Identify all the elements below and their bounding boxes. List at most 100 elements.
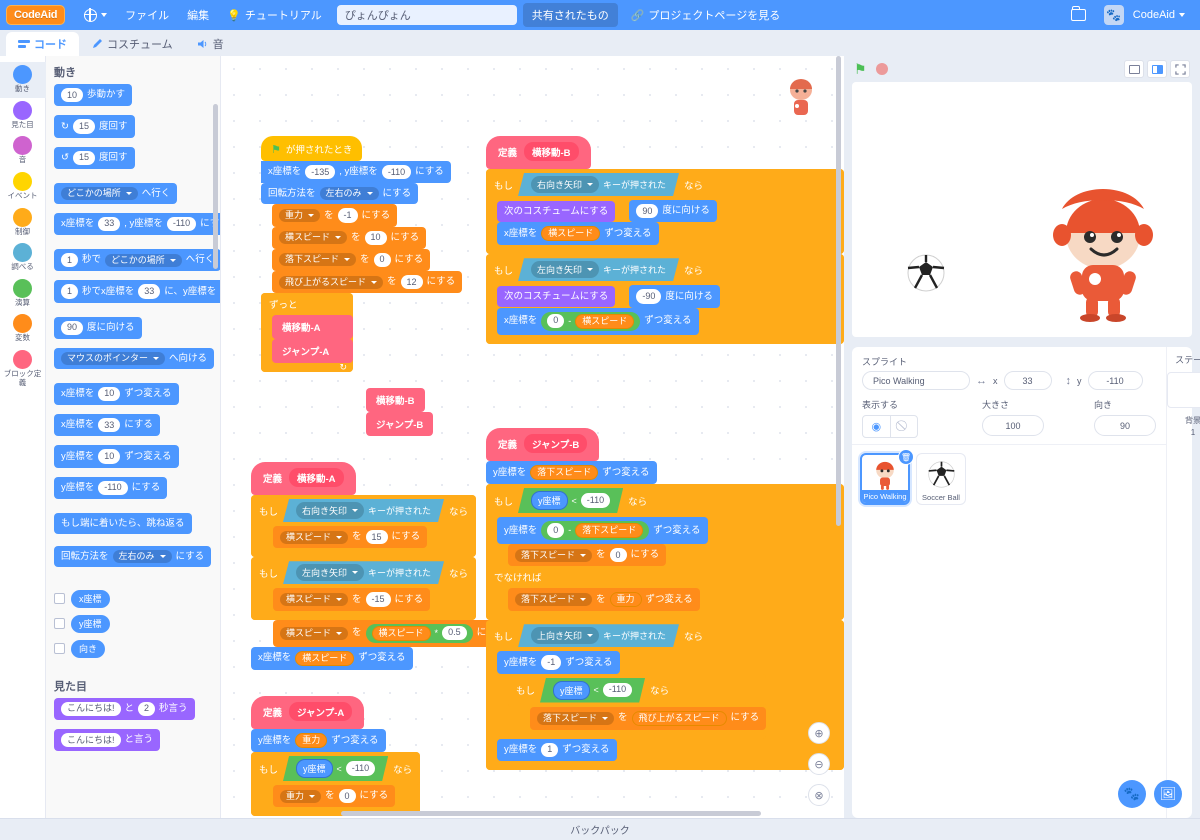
define-hat-yokoidou-a[interactable]: 定義 横移動-A (251, 462, 356, 495)
hspeed-reporter[interactable]: 横スピード (371, 625, 431, 641)
canvas-horizontal-scrollbar[interactable] (341, 811, 761, 816)
change-x-by-hspeed-block[interactable]: x座標を 横スピード ずつ変える (497, 222, 659, 246)
set-gravity-zero-block[interactable]: 重力 を 0 にする (273, 785, 396, 808)
script-green-flag[interactable]: ⚑ が押されたとき x座標を -135 , y座標を -110 にする 回転方法… (261, 136, 463, 373)
checkbox-x[interactable] (54, 593, 65, 605)
gravity-reporter[interactable]: 重力 (295, 733, 328, 748)
hspeed-value[interactable]: 15 (365, 530, 388, 545)
gravity-reporter[interactable]: 重力 (609, 592, 642, 608)
if-y-below-inner-block[interactable]: もし y座標 < -110 なら 落下スピード (508, 673, 767, 739)
reporter-x-label[interactable]: x座標 (71, 589, 110, 608)
block-palette[interactable]: 動き 10 歩動かす ↻ 15 度回す ↺ 15 度回す (46, 56, 221, 818)
next-costume-block[interactable]: 次のコスチュームにする (497, 286, 616, 307)
hspeed-value[interactable]: -15 (365, 592, 391, 607)
script-canvas[interactable]: ⚑ が押されたとき x座標を -135 , y座標を -110 にする 回転方法… (221, 56, 844, 818)
palette-block-change-y[interactable]: y座標を 10 ずつ変える (54, 445, 212, 468)
glide-secs-value[interactable]: 1 (61, 253, 79, 268)
checkbox-direction[interactable] (54, 643, 65, 655)
fallspeed-reporter[interactable]: 落下スピード (530, 465, 599, 480)
jumpspeed-value[interactable]: 12 (400, 275, 423, 290)
goto-target-dropdown[interactable]: どこかの場所 (61, 186, 138, 200)
setxy-x-value[interactable]: 33 (98, 216, 121, 231)
palette-block-goto[interactable]: どこかの場所 へ行く (54, 182, 212, 204)
hspeed-reporter[interactable]: 横スピード (295, 650, 355, 666)
category-variables[interactable]: 変数 (0, 311, 46, 347)
if-up-arrow-block[interactable]: もし 上向き矢印 キーが押された なら y座標を -1 ずつ変える (486, 620, 844, 770)
palette-block-rotation-style[interactable]: 回転方法を 左右のみ にする (54, 545, 212, 567)
palette-block-change-x[interactable]: x座標を 10 ずつ変える (54, 382, 212, 405)
fallspeed-value[interactable]: 0 (609, 548, 627, 563)
subtract-operator-block[interactable]: 0 - 横スピード (541, 311, 641, 331)
menu-edit[interactable]: 編集 (187, 10, 210, 22)
y-position-reporter[interactable]: y座標 (296, 759, 333, 778)
category-operators[interactable]: 演算 (0, 276, 46, 312)
category-sensing[interactable]: 調べる (0, 240, 46, 276)
change-fallspeed-by-gravity-block[interactable]: 落下スピード を 重力 ずつ変える (508, 588, 700, 612)
reporter-y-label[interactable]: y座標 (71, 614, 110, 633)
palette-block-setxy[interactable]: x座標を 33 , y座標を -110 にする (54, 212, 220, 235)
call-jump-b-block[interactable]: ジャンプ-B (366, 412, 434, 436)
hspeed-reporter[interactable]: 横スピード (575, 313, 635, 329)
set-fallspeed-block[interactable]: 落下スピード を 0 にする (272, 248, 431, 271)
stage-display[interactable] (852, 82, 1192, 337)
add-backdrop-icon[interactable]: 🖼 (1154, 780, 1182, 808)
set-hspeed-block[interactable]: 横スピード を 10 にする (272, 226, 427, 249)
rotation-style-block[interactable]: 回転方法を 左右のみ にする (261, 183, 419, 205)
palette-block-glide-to[interactable]: 1 秒で どこかの場所 へ行く (54, 249, 220, 272)
palette-block-move-steps[interactable]: 10 歩動かす (54, 84, 212, 107)
large-stage-icon[interactable] (1147, 60, 1167, 78)
key-pressed-right-condition[interactable]: 右向き矢印 キーが押された (283, 499, 444, 522)
key-right-dropdown[interactable]: 右向き矢印 (531, 176, 599, 193)
sprite-item-soccer-ball[interactable]: Soccer Ball (916, 453, 966, 505)
fallspeed-var-dropdown[interactable]: 落下スピード (279, 253, 357, 267)
jumpspeed-var-dropdown[interactable]: 飛び上がるスピード (279, 275, 384, 289)
hspeed-var-dropdown[interactable]: 横スピード (280, 530, 349, 544)
define-hat-jump-a[interactable]: 定義 ジャンプ-A (251, 696, 365, 729)
sprite-visibility-toggle[interactable]: ◉ ⃠ (862, 415, 918, 438)
change-y-value[interactable]: -1 (541, 655, 562, 670)
change-y-value[interactable]: 1 (541, 742, 559, 757)
zoom-reset-icon[interactable]: ⊗ (808, 784, 830, 806)
if-left-arrow-block-a[interactable]: もし 左向き矢印 キーが押された なら 横スピード (251, 557, 477, 620)
change-y-minus1-block[interactable]: y座標を -1 ずつ変える (497, 651, 620, 674)
hspeed-var-dropdown[interactable]: 横スピード (279, 231, 348, 245)
fallspeed-reporter[interactable]: 落下スピード (575, 523, 644, 538)
hspeed-var-dropdown[interactable]: 横スピード (280, 592, 349, 606)
small-stage-icon[interactable] (1124, 60, 1144, 78)
less-than-condition[interactable]: y座標 < -110 (283, 756, 388, 781)
glidexy-x-value[interactable]: 33 (138, 284, 161, 299)
subtract-operator-block[interactable]: 0 - 落下スピード (541, 521, 650, 540)
app-logo[interactable]: CodeAid (6, 5, 66, 25)
menu-file[interactable]: ファイル (125, 10, 170, 22)
less-than-condition[interactable]: y座標 < -110 (540, 678, 645, 703)
glidexy-secs-value[interactable]: 1 (61, 284, 79, 299)
backpack-bar[interactable]: バックパック (0, 818, 1200, 840)
script-define-jump-a[interactable]: 定義 ジャンプ-A y座標を 重力 ずつ変える もし y座標 < -110 なら (251, 696, 421, 817)
zoom-out-icon[interactable]: ⊖ (808, 753, 830, 775)
call-yokoidou-a-block[interactable]: 横移動-A (272, 315, 353, 340)
checkbox-y[interactable] (54, 618, 65, 630)
fallspeed-var-dropdown[interactable]: 落下スピード (515, 593, 593, 607)
point-direction-value[interactable]: -90 (636, 289, 662, 304)
hspeed-value[interactable]: 10 (364, 230, 387, 245)
if-else-y-below-block[interactable]: もし y座標 < -110 なら y座標を 0 - 落下スピード (486, 484, 844, 621)
multiply-right-value[interactable]: 0.5 (442, 625, 467, 641)
palette-block-turn-left[interactable]: ↺ 15 度回す (54, 146, 212, 169)
say-text-value[interactable]: こんにちは! (61, 701, 121, 716)
key-right-dropdown[interactable]: 右向き矢印 (296, 502, 364, 519)
point-direction-90-block[interactable]: 90 度に向ける (629, 200, 717, 223)
less-than-value[interactable]: -110 (581, 493, 610, 507)
setxy-x-value[interactable]: -135 (305, 165, 336, 180)
key-pressed-left-condition[interactable]: 左向き矢印 キーが押された (518, 258, 679, 281)
category-looks[interactable]: 見た目 (0, 98, 46, 134)
script-define-jump-b[interactable]: 定義 ジャンプ-B y座標を 落下スピード ずつ変える もし y座標 < -11… (486, 428, 844, 770)
script-define-yokoidou-b[interactable]: 定義 横移動-B もし 右向き矢印 キーが押された なら 次のコ (486, 136, 844, 344)
rotstyle-dropdown[interactable]: 左右のみ (112, 549, 172, 563)
sety-value[interactable]: -110 (98, 480, 128, 495)
sprite-x-input[interactable]: 33 (1003, 371, 1052, 390)
hspeed-var-dropdown[interactable]: 横スピード (280, 626, 349, 640)
if-right-arrow-block[interactable]: もし 右向き矢印 キーが押された なら 次のコスチュームにする 90 度に向 (486, 169, 844, 255)
y-position-reporter[interactable]: y座標 (553, 681, 590, 700)
pointto-target-dropdown[interactable]: マウスのポインター (61, 351, 166, 365)
jumpspeed-reporter[interactable]: 飛び上がるスピード (631, 710, 727, 726)
